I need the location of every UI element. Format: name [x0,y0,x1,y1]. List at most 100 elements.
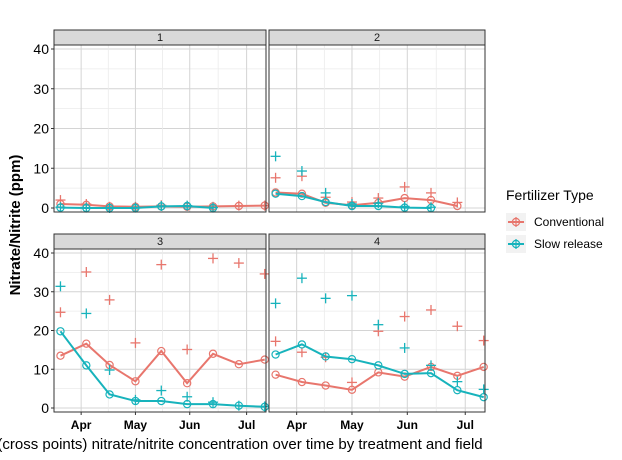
y-tick-label: 10 [33,361,49,377]
y-tick-label: 40 [33,41,49,57]
cross-point-conventional [55,307,66,318]
legend-item-slow-release: Slow release [506,235,603,253]
x-tick-label: Jul [457,418,474,432]
cross-point-slow-release [156,201,167,212]
cross-point-slow-release [259,401,270,412]
data-point-conventional [234,360,244,369]
legend-label: Conventional [534,215,604,229]
cross-point-slow-release [270,151,281,162]
cross-point-conventional [104,294,115,305]
cross-point-slow-release [296,166,307,177]
data-point-conventional [271,370,280,379]
cross-point-slow-release [373,319,384,330]
cross-point-conventional [259,268,270,279]
x-tick-label: May [124,418,148,432]
cross-point-conventional [452,197,463,208]
cross-point-slow-release [55,281,66,292]
cross-point-slow-release [208,202,218,213]
cross-point-slow-release [399,201,410,212]
cross-point-conventional [233,258,244,269]
cross-point-conventional [452,321,463,332]
y-axis-label: Nitrate/Nitrite (ppm) [7,155,24,296]
series-line-conventional [60,342,265,385]
cross-point-slow-release [296,273,307,284]
cross-point-slow-release [104,203,115,213]
series-line-slow-release [59,330,265,408]
data-point-slow-release [374,361,383,370]
facet-strip-label: 1 [157,32,163,44]
cross-point-conventional [182,344,193,355]
cross-point-slow-release [182,391,193,402]
cross-point-conventional [399,181,410,192]
data-point-conventional [131,377,140,386]
cross-point-slow-release [320,293,331,304]
cross-point-slow-release [182,200,193,211]
legend: Fertilizer Type Conventional Slow release [506,187,604,253]
cross-point-conventional [478,335,489,346]
x-tick-label: Jul [238,418,255,432]
data-point-conventional [208,349,218,358]
cross-point-slow-release [320,187,331,198]
cross-point-slow-release [81,308,92,319]
facet-panel-2: 2 [268,29,486,213]
cross-point-slow-release [270,298,281,309]
data-point-slow-release [157,396,166,406]
y-tick-label: 30 [33,284,49,300]
x-tick-label: Apr [71,418,92,432]
data-point-slow-release [105,390,114,399]
facet-strip-label: 3 [157,236,163,248]
cross-point-conventional [270,172,281,183]
cross-point-conventional [156,259,167,270]
x-axis-label: (cross points) nitrate/nitrite concentra… [0,436,483,453]
data-point-conventional [297,189,307,198]
cross-point-slow-release [156,385,167,396]
x-tick-label: Jun [179,418,200,432]
cross-point-slow-release [208,397,218,408]
cross-point-slow-release [426,360,436,371]
cross-point-slow-release [346,290,357,301]
data-point-slow-release [321,352,330,361]
x-tick-label: May [340,418,364,432]
data-point-conventional [157,346,166,356]
series-line-slow-release [275,343,484,399]
legend-label: Slow release [534,237,603,251]
cross-point-slow-release [346,199,357,210]
data-point-conventional [479,362,488,372]
cross-point-conventional [426,187,436,198]
cross-point-slow-release [233,400,244,411]
cross-point-slow-release [81,202,92,213]
cross-point-slow-release [55,202,66,213]
cross-point-conventional [130,337,141,348]
data-point-slow-release [400,369,409,379]
data-point-conventional [321,381,330,390]
legend-title: Fertilizer Type [506,187,594,203]
y-tick-label: 0 [41,200,49,216]
data-point-slow-release [56,327,65,336]
x-tick-label: Jun [397,418,418,432]
y-tick-label: 30 [33,81,49,97]
panel-border [268,248,486,413]
y-tick-label: 20 [33,121,49,137]
data-point-conventional [56,351,65,360]
cross-point-conventional [399,311,410,322]
series-line-conventional [275,365,485,391]
data-point-conventional [260,355,269,364]
legend-item-conventional: Conventional [506,213,604,231]
cross-point-slow-release [104,365,115,376]
data-point-conventional [297,377,307,387]
facet-strip-label: 4 [374,236,380,248]
data-point-conventional [82,339,91,348]
x-tick-label: Apr [286,418,307,432]
cross-point-conventional [208,253,218,264]
cross-point-conventional [296,347,307,358]
facet-panel-4: 4 Apr May Jun Jul [268,233,489,432]
cross-point-conventional [259,200,270,211]
data-point-slow-release [82,361,91,370]
cross-point-slow-release [373,198,384,209]
cross-point-slow-release [130,202,141,213]
data-point-slow-release [297,191,307,201]
